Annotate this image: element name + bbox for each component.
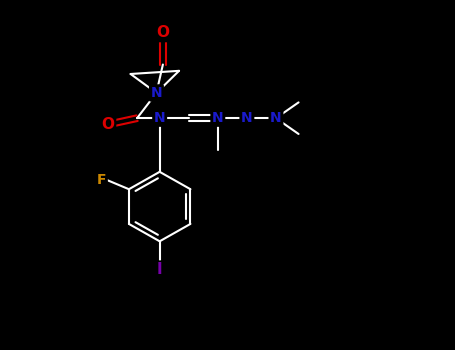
Text: N: N <box>270 111 282 125</box>
Text: O: O <box>157 26 169 41</box>
Text: N: N <box>212 111 223 125</box>
Text: F: F <box>97 173 106 187</box>
Text: N: N <box>151 86 162 100</box>
Text: N: N <box>154 111 166 125</box>
Text: N: N <box>241 111 253 125</box>
Text: O: O <box>101 117 115 132</box>
Text: I: I <box>157 262 162 277</box>
